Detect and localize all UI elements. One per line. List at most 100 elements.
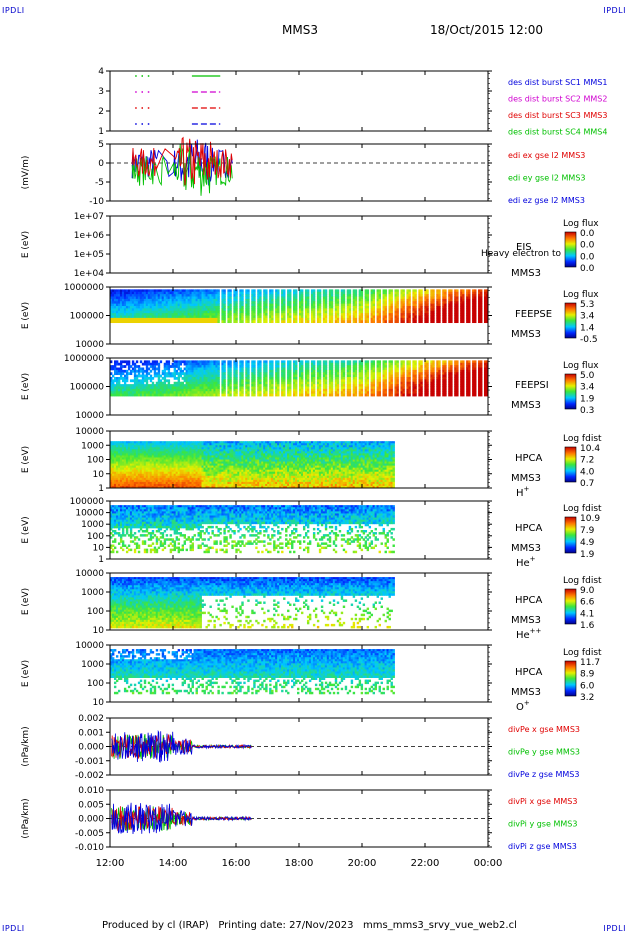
ytick-hpca_o-0: 10000 — [75, 641, 104, 651]
cbar-tick-hpca_o-2: 6.0 — [580, 681, 595, 691]
ytick-feepse-1: 100000 — [70, 312, 105, 322]
ytick-hpca_he2-3: 10 — [93, 626, 105, 636]
ytick-edi-2: -5 — [95, 178, 104, 188]
colorbar-hpca_h — [564, 446, 577, 483]
cbar-tick-hpca_h-2: 4.0 — [580, 467, 595, 477]
xtick-2: 16:00 — [222, 858, 251, 869]
cbar-tick-feepsi-3: 0.3 — [580, 406, 594, 416]
cbar-tick-hpca_he2-0: 9.0 — [580, 586, 595, 596]
spacecraft-label-feepsi: MMS3 — [511, 400, 541, 411]
spacecraft-title: MMS3 — [282, 23, 318, 37]
ytick-edi-3: -10 — [89, 197, 104, 207]
cbar-tick-hpca_he2-2: 4.1 — [580, 609, 594, 619]
cbar-tick-hpca_o-3: 3.2 — [580, 693, 594, 703]
legend-divpi-1: divPi y gse MMS3 — [508, 820, 577, 829]
panel-divpe: (nPa/km) 0.002 0.001 0.000 -0.001 -0.002 divPe… — [21, 714, 580, 781]
cbar-tick-hpca_he-2: 4.9 — [580, 538, 595, 548]
ytick-eis-1: 1e+06 — [74, 231, 105, 241]
ylabel-eis: E (eV) — [21, 231, 31, 258]
cbar-tick-hpca_h-1: 7.2 — [580, 456, 594, 466]
legend-edi-1: edi ey gse l2 MMS3 — [508, 174, 586, 183]
colorbar-feepse — [564, 302, 577, 339]
ytick-edi-1: 0 — [98, 159, 104, 169]
ylabel-feepsi: E (eV) — [21, 373, 31, 400]
overlay-label-eis: Heavy electron to — [481, 249, 561, 259]
ytick-divpe-3: -0.001 — [75, 757, 104, 767]
cbar-tick-hpca_o-0: 11.7 — [580, 658, 600, 668]
cbar-tick-eis-0: 0.0 — [580, 229, 595, 239]
ytick-hpca_he2-0: 10000 — [75, 569, 104, 579]
cbar-title-feepse: Log flux — [563, 290, 599, 300]
ylabel-divpe: (nPa/km) — [21, 726, 31, 766]
cbar-tick-hpca_h-3: 0.7 — [580, 479, 594, 489]
legend-divpi-0: divPi x gse MMS3 — [508, 797, 577, 806]
cbar-tick-eis-3: 0.0 — [580, 264, 595, 274]
ytick-hpca_he2-1: 1000 — [81, 588, 104, 598]
ytick-hpca_he-0: 100000 — [70, 497, 105, 507]
species-label-hpca_he: He+ — [516, 555, 536, 569]
instrument-label-feepse: FEEPSE — [515, 309, 552, 320]
cbar-tick-feepse-3: -0.5 — [580, 335, 598, 345]
ytick-divpi-2: 0.000 — [78, 815, 104, 825]
ytick-hpca_h-0: 10000 — [75, 427, 104, 437]
ytick-hpca_o-3: 10 — [93, 698, 105, 708]
series-divpe-blue — [111, 729, 252, 763]
cbar-tick-hpca_he2-1: 6.6 — [580, 598, 595, 608]
datetime-title: 18/Oct/2015 12:00 — [430, 23, 544, 37]
ytick-hpca_o-2: 100 — [87, 679, 104, 689]
cbar-tick-hpca_he2-3: 1.6 — [580, 621, 595, 631]
spacecraft-label-feepse: MMS3 — [511, 329, 541, 340]
species-label-hpca_h: H+ — [516, 485, 530, 499]
colorbar-eis — [564, 231, 577, 268]
footer-credit: Produced by cl (IRAP) Printing date: 27/… — [102, 920, 517, 931]
xtick-5: 22:00 — [411, 858, 440, 869]
legend-divpe-2: divPe z gse MMS3 — [508, 770, 579, 779]
cbar-tick-eis-2: 0.0 — [580, 252, 595, 262]
cbar-title-eis: Log flux — [563, 219, 599, 229]
series-edi-red — [131, 136, 233, 186]
cbar-tick-feepse-2: 1.4 — [580, 323, 595, 333]
cbar-title-hpca_he2: Log fdist — [563, 576, 602, 586]
ytick-divpi-0: 0.010 — [78, 786, 104, 796]
cbar-title-hpca_he: Log fdist — [563, 504, 602, 514]
colorbar-hpca_he2 — [564, 588, 577, 625]
legend-dist-3: des dist burst SC4 MMS4 — [508, 128, 607, 137]
ytick-hpca_he-1: 10000 — [75, 509, 104, 519]
corner-label-top-right: IPDLI — [603, 6, 626, 15]
ytick-hpca_he2-2: 100 — [87, 607, 104, 617]
corner-label-bottom-left: IPDLI — [2, 924, 25, 933]
instrument-label-eis: EIS — [516, 242, 532, 253]
ylabel-feepse: E (eV) — [21, 302, 31, 329]
instrument-label-hpca_o: HPCA — [515, 667, 543, 678]
ytick-dist-3: 1 — [98, 127, 104, 137]
xtick-3: 18:00 — [285, 858, 314, 869]
spacecraft-label-hpca_h: MMS3 — [511, 473, 541, 484]
ytick-hpca_he-2: 1000 — [81, 520, 104, 530]
panel-feepsi: E (eV) 1000000 100000 10000 FEEPSI MMS3 Log fl… — [21, 354, 599, 421]
legend-divpe-1: divPe y gse MMS3 — [508, 748, 580, 757]
ytick-divpe-4: -0.002 — [75, 771, 104, 781]
legend-divpe-0: divPe x gse MMS3 — [508, 725, 580, 734]
spacecraft-label-eis: MMS3 — [511, 268, 541, 279]
instrument-label-feepsi: FEEPSI — [515, 380, 549, 391]
ylabel-hpca_h: E (eV) — [21, 446, 31, 473]
cbar-title-hpca_o: Log fdist — [563, 648, 602, 658]
corner-label-top-left: IPDLI — [2, 6, 25, 15]
ytick-eis-3: 1e+04 — [74, 269, 105, 279]
cbar-tick-hpca_he-0: 10.9 — [580, 514, 600, 524]
cbar-tick-feepsi-0: 5.0 — [580, 371, 595, 381]
cbar-title-hpca_h: Log fdist — [563, 434, 602, 444]
ytick-hpca_h-2: 100 — [87, 456, 104, 466]
ytick-hpca_h-3: 10 — [93, 470, 105, 480]
xtick-0: 12:00 — [96, 858, 125, 869]
ytick-divpe-2: 0.000 — [78, 743, 104, 753]
instrument-label-hpca_he: HPCA — [515, 523, 543, 534]
panel-dist: 4 3 2 1 des dist burst SC1 MMS1 des dist burs… — [98, 67, 607, 137]
ytick-hpca_he-3: 100 — [87, 532, 104, 542]
legend-edi-0: edi ex gse l2 MMS3 — [508, 151, 585, 160]
ytick-divpi-4: -0.010 — [75, 843, 104, 853]
